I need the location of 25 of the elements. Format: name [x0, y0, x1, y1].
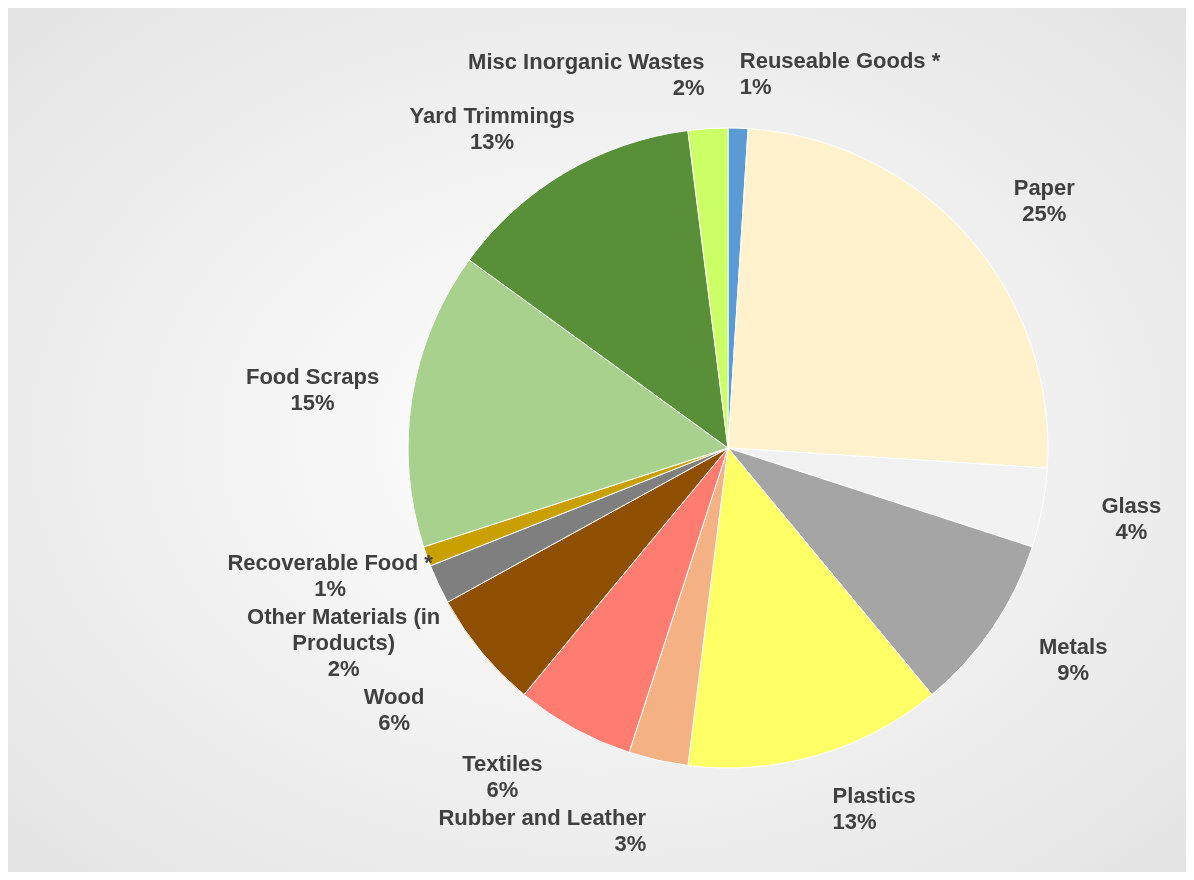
slice-label: Textiles	[462, 751, 543, 777]
data-label: 4%	[1115, 519, 1148, 545]
slice-label: Glass	[1101, 493, 1162, 519]
data-label: 25%	[1022, 200, 1067, 226]
slice-label: Other Materials (in Products)	[247, 603, 441, 655]
data-label: 1%	[314, 575, 347, 601]
data-label: 2%	[672, 74, 705, 100]
slice-label: Plastics	[832, 782, 916, 808]
slice-label: Metals	[1038, 633, 1108, 659]
data-label: 6%	[378, 709, 410, 735]
data-label: 15%	[290, 390, 335, 416]
slice-label: Yard Trimmings	[409, 102, 575, 128]
data-label: 9%	[1057, 659, 1090, 685]
data-label: 3%	[614, 831, 647, 857]
data-label: 1%	[739, 73, 772, 99]
slice-label: Rubber and Leather	[438, 805, 647, 831]
data-label: 13%	[470, 128, 515, 154]
data-label: 6%	[486, 777, 519, 803]
data-label: 13%	[832, 808, 877, 834]
data-label: 2%	[327, 655, 360, 681]
slice-label: Reuseable Goods *	[739, 47, 941, 73]
slice-label: Misc Inorganic Wastes	[468, 48, 705, 74]
slice-label: Paper	[1013, 174, 1076, 200]
slice-label: Food Scraps	[245, 364, 380, 390]
slice-label: Wood	[363, 683, 425, 709]
